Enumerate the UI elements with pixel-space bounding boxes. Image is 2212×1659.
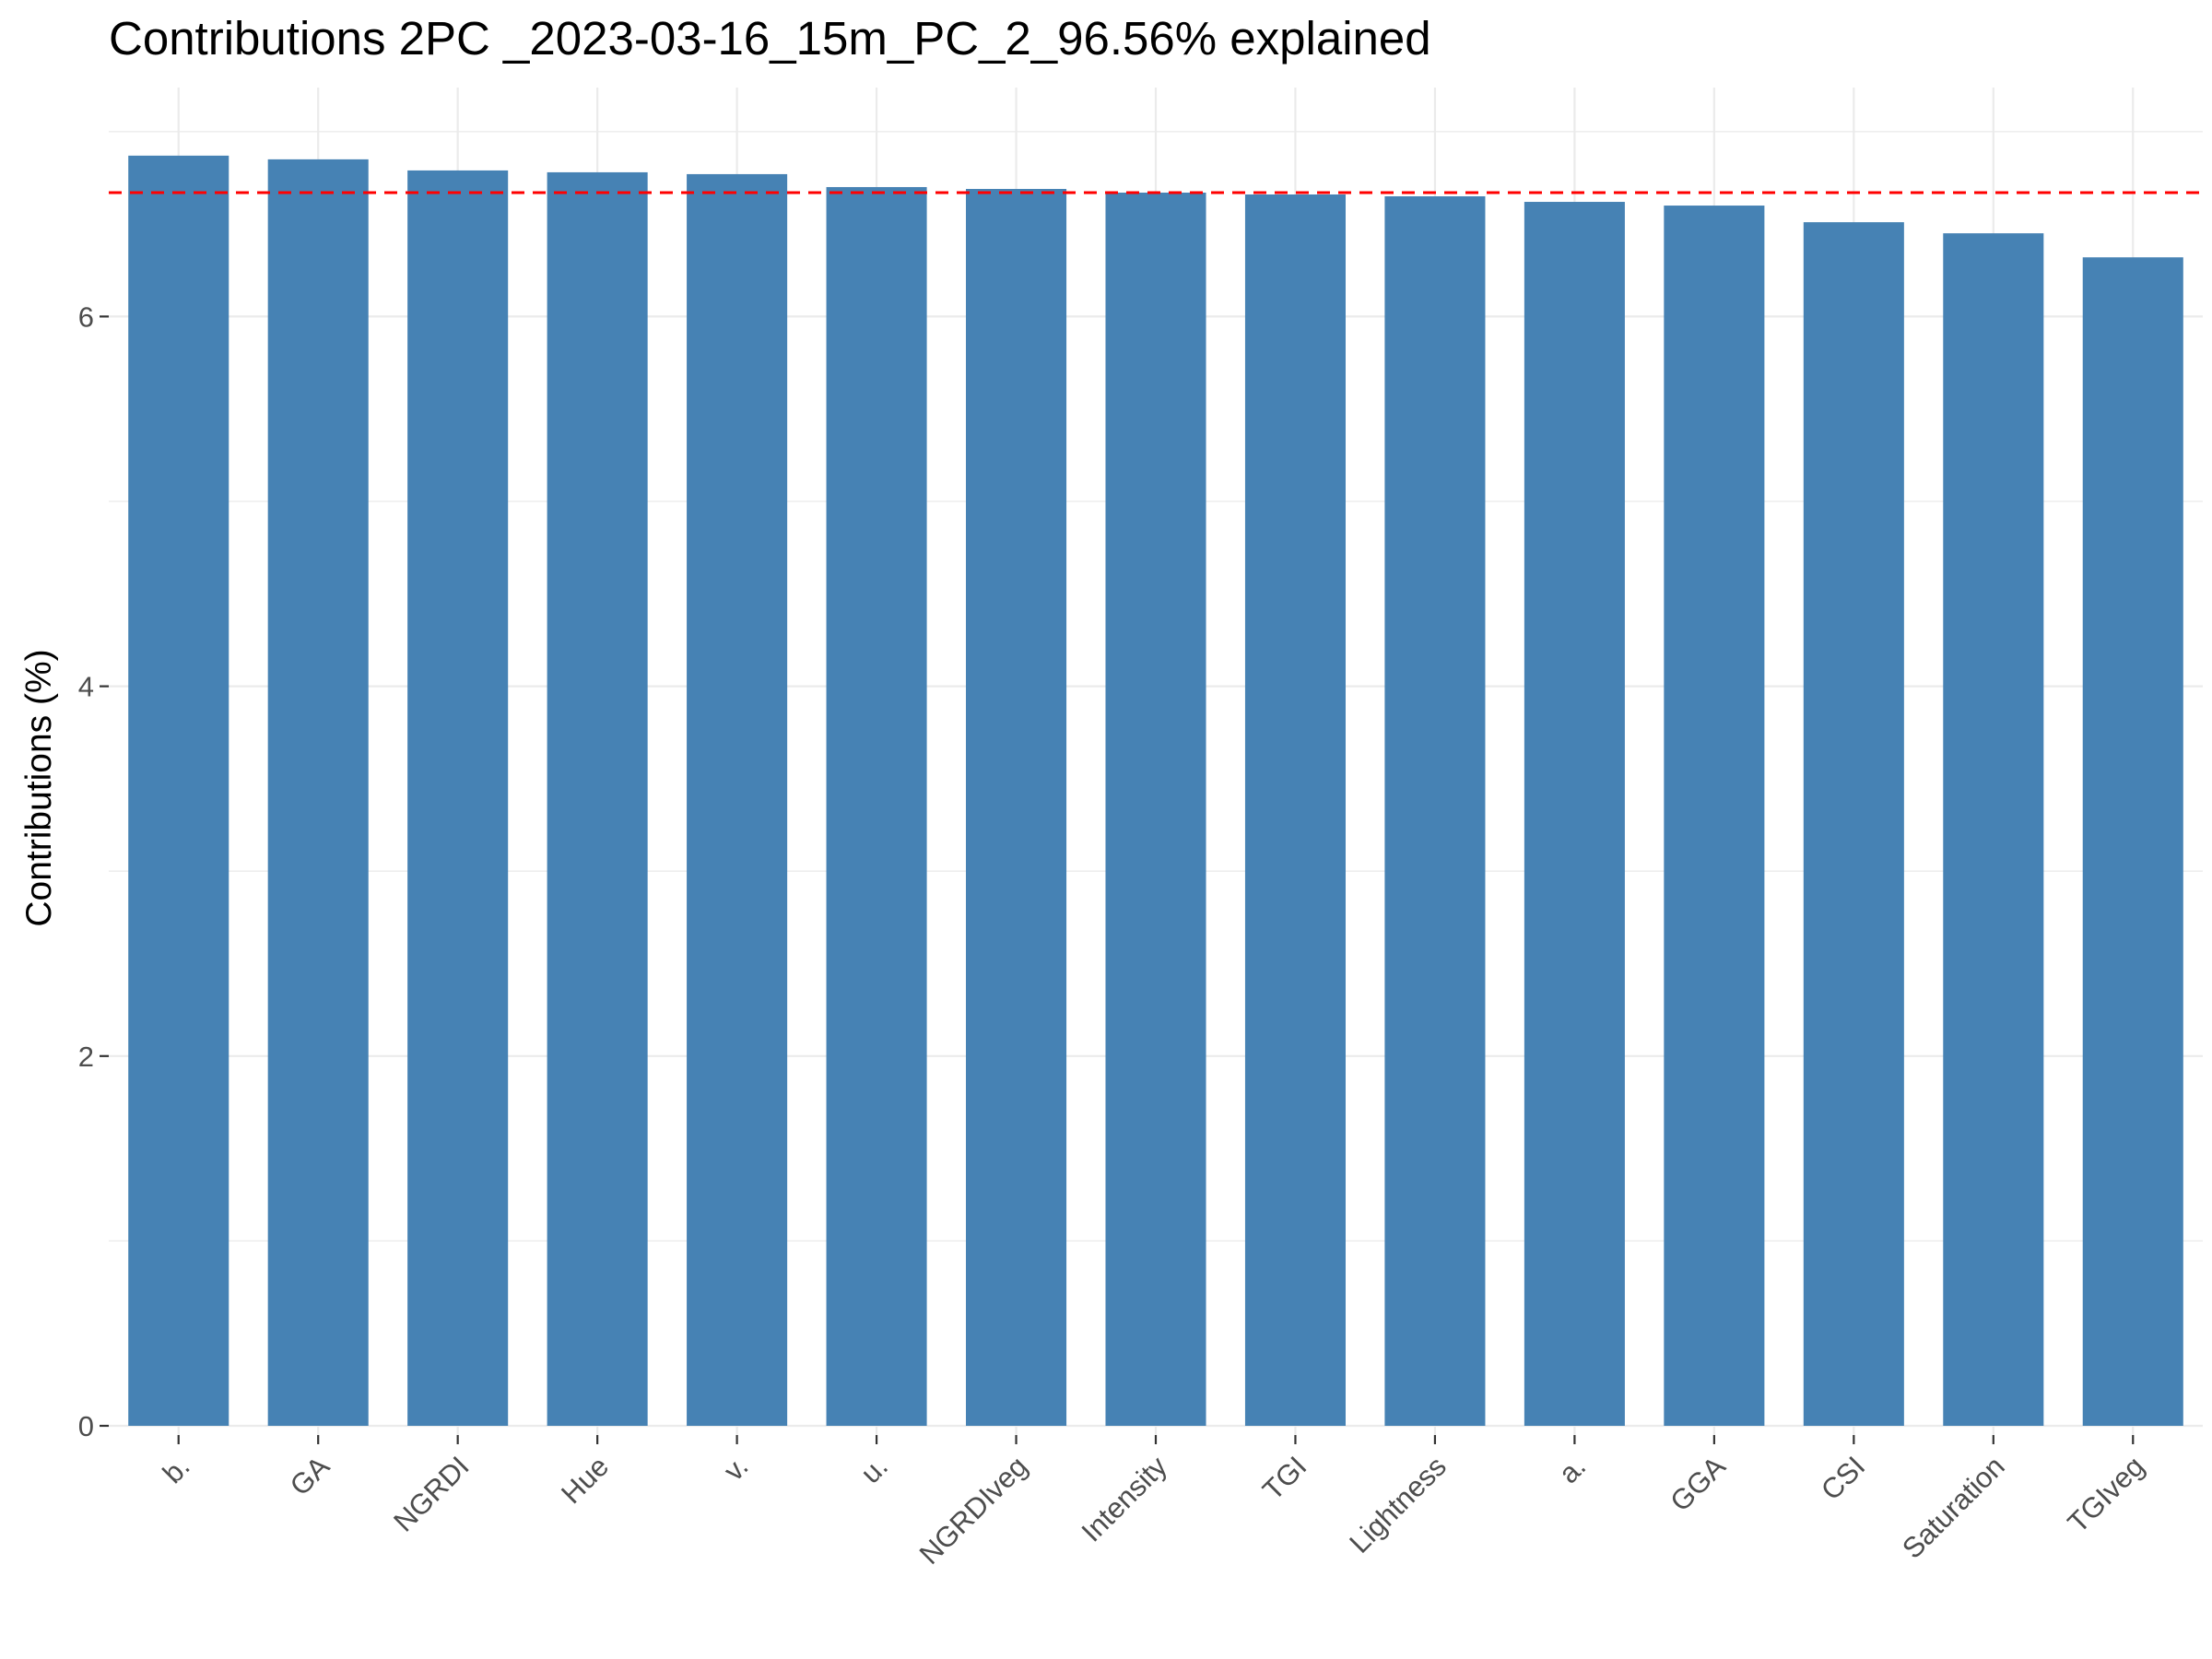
bars <box>128 155 2183 1427</box>
y-tick-label: 6 <box>78 300 94 333</box>
bar-tgi <box>1244 194 1346 1426</box>
x-tick-label: TGIveg <box>2062 1450 2151 1539</box>
x-tick-label: CSI <box>1815 1450 1871 1506</box>
x-tick-label: v. <box>717 1450 754 1487</box>
y-axis: 0 2 4 6 <box>78 300 109 1442</box>
bar-hue <box>547 171 648 1426</box>
x-tick-label: u. <box>854 1450 894 1489</box>
bar-ngrdi <box>407 170 509 1426</box>
x-tick-label: Intensity <box>1076 1450 1174 1548</box>
x-tick-label: TGI <box>1256 1450 1312 1506</box>
x-tick-label: a. <box>1552 1450 1592 1489</box>
bar-gga <box>1664 206 1765 1426</box>
y-tick-label: 4 <box>78 671 94 703</box>
x-tick-label: GGA <box>1664 1450 1732 1518</box>
y-axis-title: Contributions (%) <box>19 649 59 926</box>
y-tick-label: 2 <box>78 1041 94 1073</box>
bar-b <box>128 155 229 1426</box>
bar-a <box>1524 202 1625 1427</box>
bar-ngrdiveg <box>966 188 1067 1427</box>
bar-tgiveg <box>2082 257 2183 1426</box>
x-tick-label: Hue <box>555 1450 615 1510</box>
x-tick-label: GA <box>284 1450 336 1502</box>
bar-intensity <box>1105 192 1206 1426</box>
bar-u <box>826 186 927 1427</box>
chart-title: Contributions 2PC _2023-03-16_15m_PC_2_9… <box>109 12 1431 65</box>
bar-ga <box>267 159 369 1426</box>
bar-v <box>687 173 788 1427</box>
x-axis: b. GA NGRDI Hue v. u. NGRDIveg Intensity TGI Ligh… <box>157 1435 2151 1571</box>
bar-lightness <box>1384 196 1486 1426</box>
x-tick-label: NGRDIveg <box>913 1450 1034 1571</box>
x-tick-label: b. <box>157 1450 196 1489</box>
x-tick-label: Lightness <box>1343 1450 1453 1559</box>
bar-saturation <box>1943 233 2044 1426</box>
x-tick-label: NGRDI <box>387 1450 475 1537</box>
bar-csi <box>1803 222 1904 1426</box>
x-tick-label: Saturation <box>1896 1450 2011 1565</box>
y-tick-label: 0 <box>78 1410 94 1442</box>
